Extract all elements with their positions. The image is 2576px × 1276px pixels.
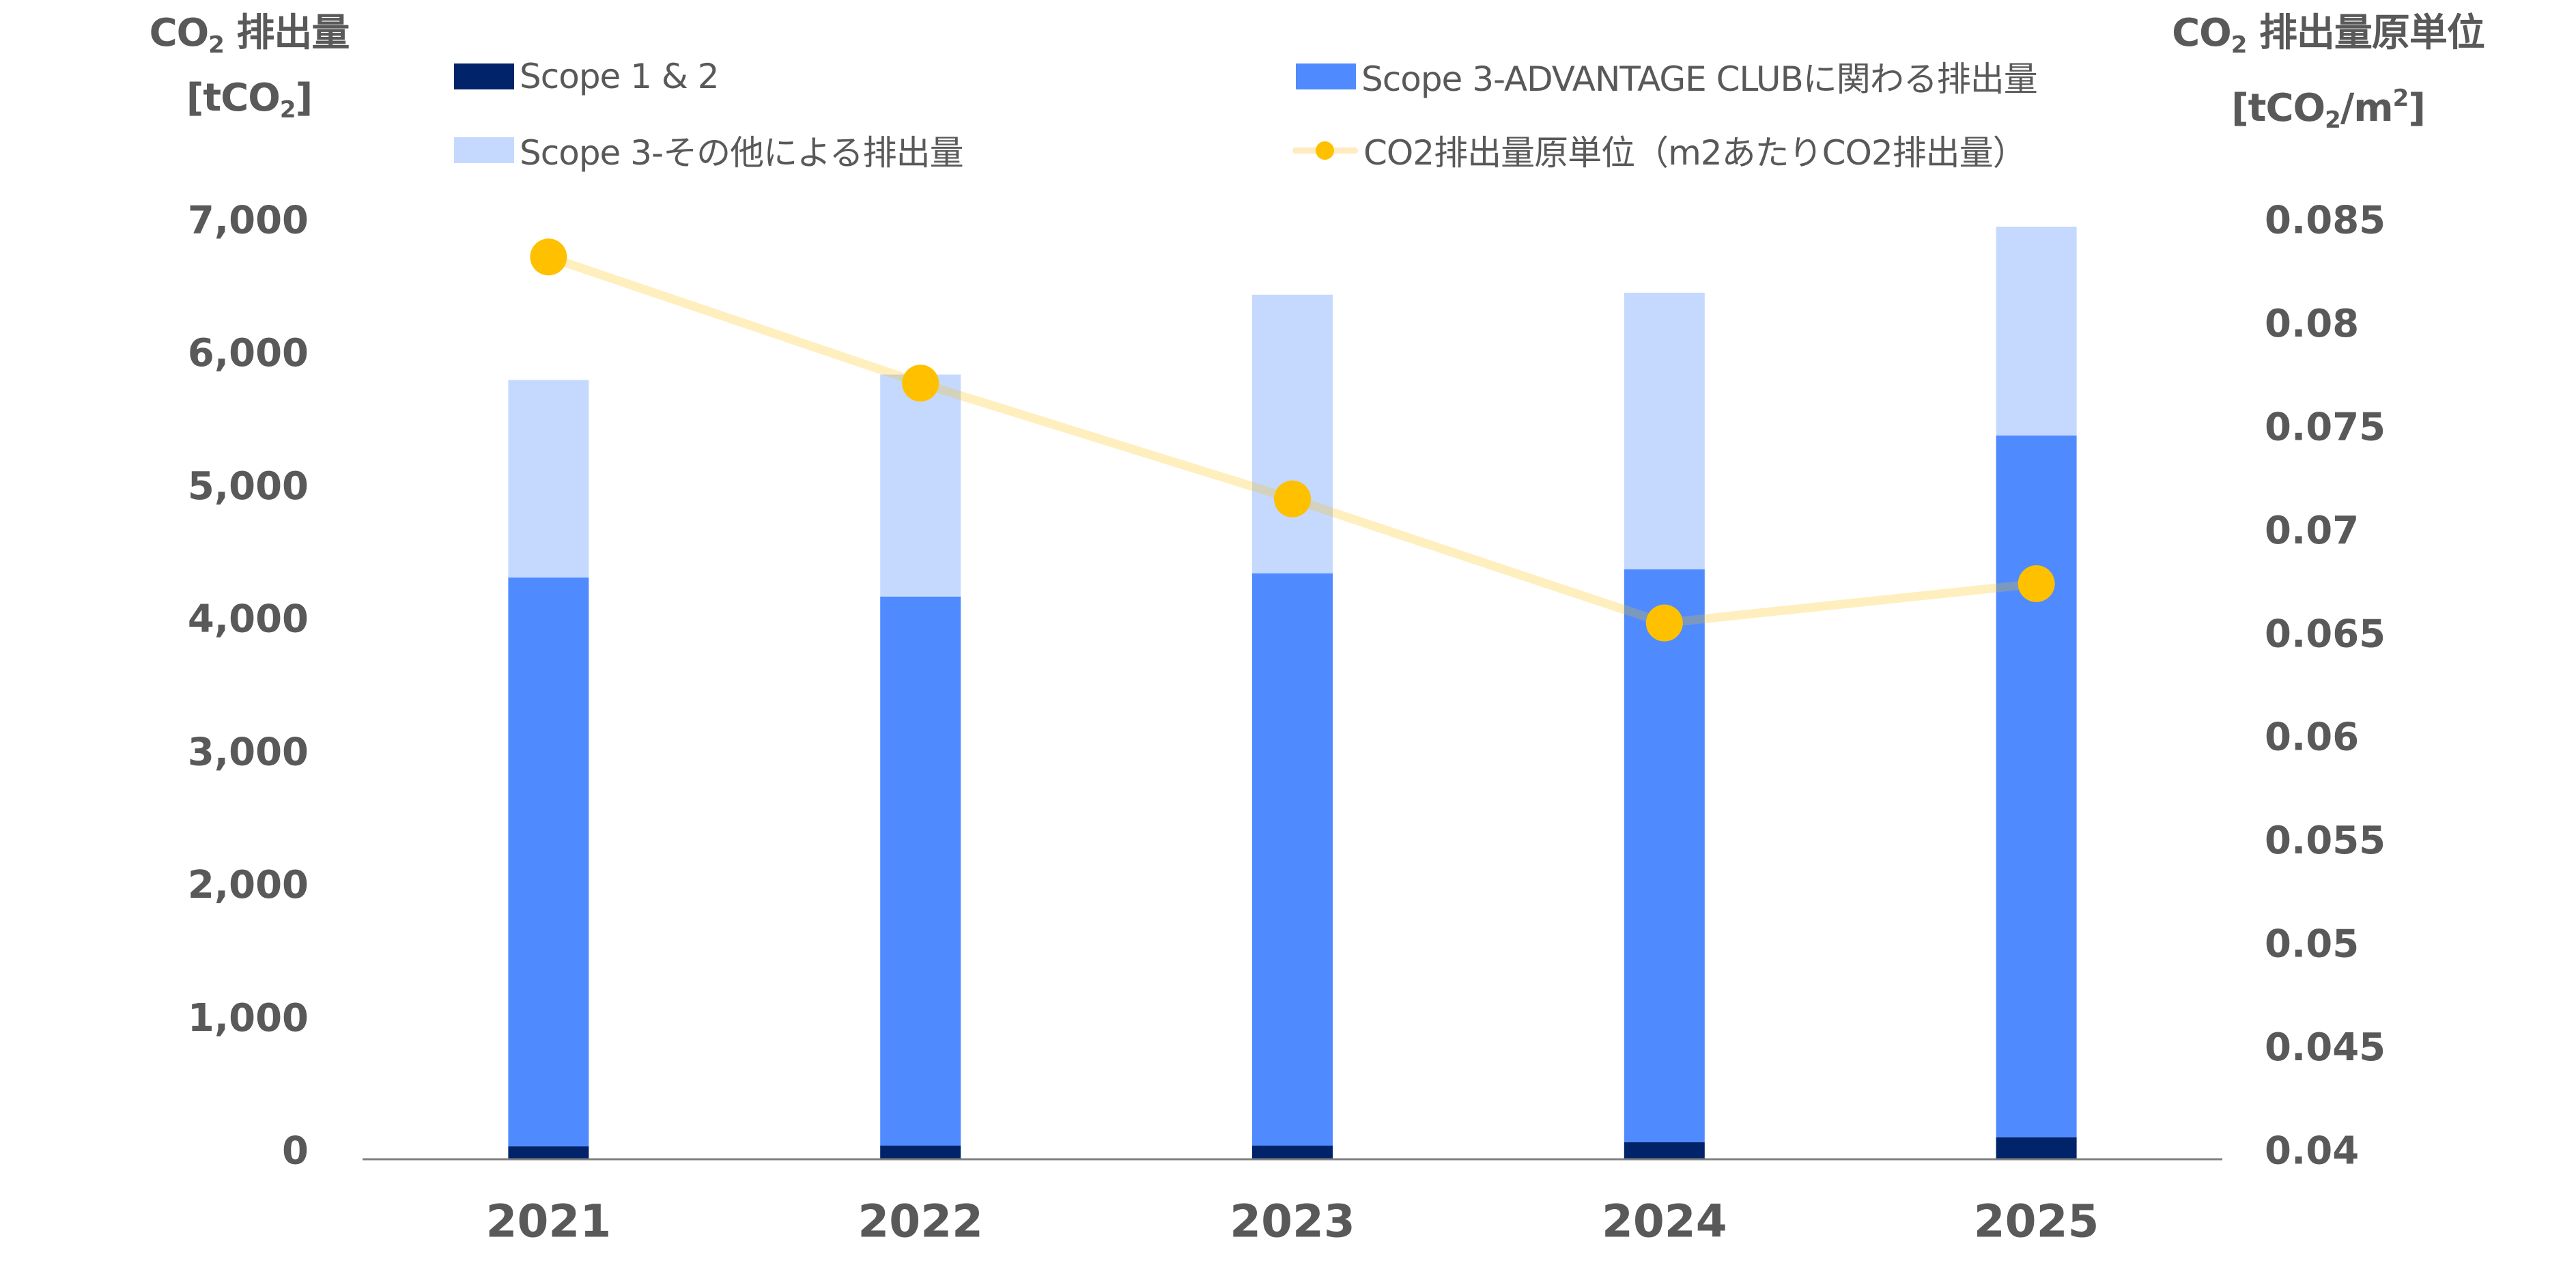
bar-segment-scope3-other-2025 [1996, 227, 2077, 436]
bars-layer [508, 227, 2077, 1159]
legend-item-scope12[interactable]: Scope 1 & 2 [454, 53, 720, 100]
intensity-line-layer [530, 238, 2055, 642]
right-tick-label: 0.075 [2265, 405, 2386, 449]
left-axis-ticks: 0 1,000 2,000 3,000 4,000 5,000 6,000 7,000 [188, 199, 309, 1174]
intensity-point-2023 [1274, 480, 1311, 518]
right-axis-title-subscript: 2 [2231, 31, 2248, 59]
left-axis-title-text: CO [149, 11, 210, 55]
left-tick-label: 7,000 [188, 199, 309, 243]
legend-label-intensity: CO2排出量原単位（m2あたりCO2排出量） [1363, 133, 2027, 173]
left-axis-title: CO2 排出量 [tCO2] [123, 7, 376, 137]
legend-item-scope3-other[interactable]: Scope 3-その他による排出量 [454, 126, 964, 174]
left-axis-unit-subscript: 2 [279, 96, 296, 124]
intensity-point-2024 [1645, 604, 1683, 642]
legend-swatch-scope3-other [454, 137, 514, 163]
right-tick-label: 0.05 [2265, 922, 2359, 967]
left-axis-unit-open: [tCO [186, 76, 281, 120]
right-axis-title-rest: 排出量原単位 [2246, 11, 2485, 55]
bar-segment-scope3-other-2023 [1252, 294, 1333, 573]
x-axis-ticks: 2021 2022 2023 2024 2025 [486, 1195, 2099, 1248]
bar-segment-scope3-other-2024 [1624, 292, 1705, 569]
legend-swatch-scope12 [454, 63, 514, 89]
left-tick-label: 1,000 [188, 996, 309, 1040]
bar-segment-scope3-advantage-2025 [1996, 435, 2077, 1137]
x-tick-label: 2021 [486, 1195, 612, 1248]
bar-segment-scope3-other-2022 [880, 374, 961, 597]
intensity-point-2021 [530, 238, 567, 276]
legend-label-scope3-other: Scope 3-その他による排出量 [520, 133, 964, 173]
right-tick-label: 0.06 [2265, 715, 2359, 760]
right-axis-ticks: 0.04 0.045 0.05 0.055 0.06 0.065 0.07 0.075 0.08… [2265, 199, 2386, 1174]
right-tick-label: 0.07 [2265, 509, 2359, 553]
legend-label-scope3-advantage: Scope 3-ADVANTAGE CLUBに関わる排出量 [1361, 59, 2038, 99]
right-tick-label: 0.055 [2265, 819, 2386, 863]
bar-segment-scope12-2023 [1252, 1145, 1333, 1159]
left-axis-title-line1: CO2 排出量 [123, 7, 376, 72]
left-tick-label: 4,000 [188, 597, 309, 642]
right-axis-title-text: CO [2172, 11, 2232, 55]
left-axis-title-rest: 排出量 [223, 11, 350, 55]
bar-segment-scope3-other-2021 [508, 380, 589, 578]
x-tick-label: 2025 [1974, 1195, 2099, 1248]
right-axis-unit-close: ] [2408, 86, 2426, 130]
left-axis-title-subscript: 2 [208, 31, 225, 59]
intensity-point-2022 [902, 365, 939, 402]
bar-segment-scope12-2024 [1624, 1142, 1705, 1159]
right-tick-label: 0.045 [2265, 1025, 2386, 1070]
left-tick-label: 0 [282, 1129, 309, 1174]
left-tick-label: 2,000 [188, 863, 309, 907]
legend-label-scope12: Scope 1 & 2 [520, 57, 720, 96]
bar-segment-scope12-2022 [880, 1145, 961, 1159]
legend-item-scope3-advantage[interactable]: Scope 3-ADVANTAGE CLUBに関わる排出量 [1296, 53, 2038, 100]
legend-item-intensity[interactable]: CO2排出量原単位（m2あたりCO2排出量） [1292, 126, 2027, 174]
right-tick-label: 0.085 [2265, 199, 2386, 243]
right-axis-title-line1: CO2 排出量原単位 [2144, 7, 2513, 72]
left-axis-unit-close: ] [295, 76, 313, 120]
right-tick-label: 0.08 [2265, 302, 2359, 346]
x-tick-label: 2022 [858, 1195, 983, 1248]
bar-segment-scope3-advantage-2023 [1252, 573, 1333, 1146]
right-axis-unit: [tCO2/m2] [2144, 72, 2513, 147]
left-tick-label: 3,000 [188, 730, 309, 774]
right-axis-unit-mid: /m [2340, 86, 2394, 130]
bar-segment-scope12-2025 [1996, 1137, 2077, 1159]
x-tick-label: 2024 [1602, 1195, 1727, 1248]
left-tick-label: 5,000 [188, 464, 309, 509]
legend-line-dot-icon [1292, 137, 1358, 163]
right-tick-label: 0.065 [2265, 612, 2386, 656]
x-tick-label: 2023 [1230, 1195, 1355, 1248]
left-tick-label: 6,000 [188, 331, 309, 375]
bar-segment-scope3-advantage-2022 [880, 596, 961, 1146]
bar-segment-scope3-advantage-2024 [1624, 569, 1705, 1143]
legend-swatch-scope3-advantage [1296, 63, 1356, 89]
right-axis-unit-subscript: 2 [2325, 107, 2341, 134]
intensity-point-2025 [2018, 565, 2055, 602]
right-tick-label: 0.04 [2265, 1129, 2359, 1174]
bar-segment-scope12-2021 [508, 1146, 589, 1159]
legend-dot-marker [1316, 141, 1334, 160]
right-axis-unit-open: [tCO [2231, 86, 2325, 130]
right-axis-unit-superscript: 2 [2392, 85, 2409, 112]
bar-segment-scope3-advantage-2021 [508, 577, 589, 1147]
left-axis-unit: [tCO2] [123, 72, 376, 137]
right-axis-title: CO2 排出量原単位 [tCO2/m2] [2144, 7, 2513, 147]
